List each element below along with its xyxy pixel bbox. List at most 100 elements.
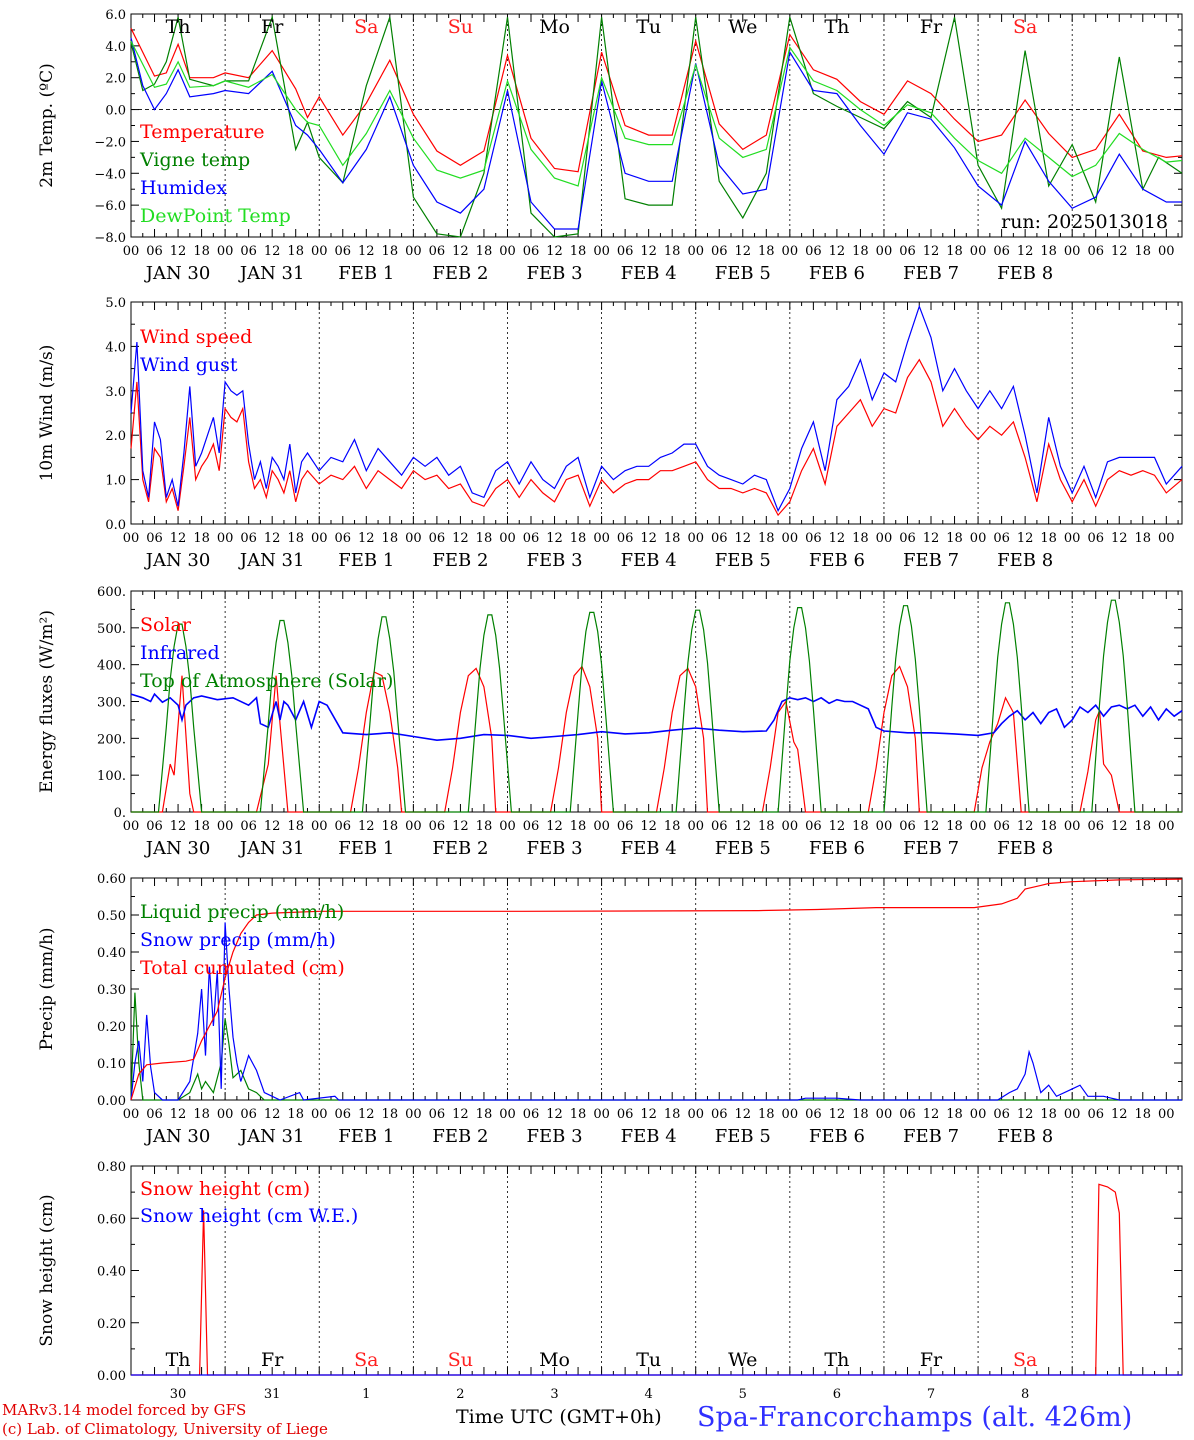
x-hour-label: 06 (711, 531, 728, 546)
y-tick-label: 1.0 (105, 474, 126, 489)
x-hour-label: 12 (546, 1107, 563, 1122)
series-line-wind-speed (130, 358, 1183, 517)
x-hour-label: 18 (758, 819, 775, 834)
y-tick-label: 200. (97, 732, 126, 747)
day-name-bottom: Mo (539, 1349, 570, 1371)
x-hour-label: 06 (146, 531, 163, 546)
x-hour-label: 12 (923, 531, 940, 546)
y-tick-label: 4.0 (105, 340, 126, 355)
legend-entry: Humidex (140, 177, 227, 199)
day-number: 31 (264, 1387, 281, 1402)
panel-5 (130, 1165, 1183, 1376)
series-line-wind-gust (130, 304, 1183, 513)
x-hour-label: 18 (193, 819, 210, 834)
x-hour-label: 18 (287, 1107, 304, 1122)
x-hour-label: 18 (1135, 531, 1152, 546)
x-hour-label: 12 (358, 531, 375, 546)
x-hour-label: 12 (452, 244, 469, 259)
day-number: 7 (927, 1387, 935, 1402)
x-hour-label: 12 (358, 819, 375, 834)
x-hour-label: 06 (1087, 531, 1104, 546)
x-hour-label: 12 (170, 819, 187, 834)
x-date-label: FEB 4 (621, 1126, 677, 1147)
series-line-solar (131, 665, 1182, 813)
x-hour-label: 00 (405, 531, 422, 546)
x-hour-label: 06 (523, 819, 540, 834)
x-date-label: FEB 5 (715, 550, 771, 571)
x-hour-label: 00 (970, 244, 987, 259)
x-hour-label: 00 (123, 1107, 140, 1122)
day-number: 4 (645, 1387, 653, 1402)
x-date-label: FEB 7 (903, 263, 959, 284)
x-hour-label: 18 (476, 531, 493, 546)
legend-entry: Snow height (cm W.E.) (140, 1205, 358, 1227)
x-date-label: FEB 4 (621, 550, 677, 571)
y-tick-label: 0.0 (105, 518, 126, 533)
x-hour-label: 18 (852, 819, 869, 834)
legend-entry: Wind gust (140, 354, 238, 376)
x-hour-label: 00 (876, 819, 893, 834)
x-date-label: FEB 2 (432, 1126, 488, 1147)
x-date-label: JAN 31 (238, 550, 305, 571)
x-hour-label: 06 (240, 1107, 257, 1122)
x-hour-label: 00 (593, 1107, 610, 1122)
day-number: 2 (456, 1387, 464, 1402)
x-hour-label: 18 (852, 244, 869, 259)
x-hour-label: 18 (193, 531, 210, 546)
y-axis-title: Precip (mm/h) (37, 927, 57, 1050)
day-name-top: We (728, 16, 757, 38)
x-hour-label: 12 (546, 819, 563, 834)
series-line-snow-precip-mm-h (130, 922, 1182, 1101)
y-tick-label: 100. (97, 769, 126, 784)
x-hour-label: 00 (782, 819, 799, 834)
x-hour-label: 00 (782, 531, 799, 546)
x-date-label: FEB 3 (527, 838, 583, 859)
x-hour-label: 06 (1087, 1107, 1104, 1122)
x-hour-label: 12 (358, 1107, 375, 1122)
x-hour-label: 12 (452, 819, 469, 834)
day-name-bottom: Fr (261, 1349, 284, 1371)
y-tick-label: 5.0 (105, 296, 126, 311)
x-date-label: FEB 1 (338, 1126, 394, 1147)
x-hour-label: 06 (146, 819, 163, 834)
x-hour-label: 12 (1017, 1107, 1034, 1122)
x-hour-label: 06 (1087, 244, 1104, 259)
y-axis-title: Energy fluxes (W/m²) (37, 610, 57, 793)
y-tick-label: 600. (97, 585, 126, 600)
plot-frame (130, 301, 1183, 525)
x-hour-label: 00 (405, 1107, 422, 1122)
x-hour-label: 06 (334, 819, 351, 834)
x-hour-label: 00 (217, 819, 234, 834)
x-hour-label: 00 (1064, 1107, 1081, 1122)
x-hour-label: 12 (923, 1107, 940, 1122)
x-date-label: FEB 1 (338, 263, 394, 284)
y-tick-label: 0.00 (97, 1094, 126, 1109)
x-hour-label: 06 (899, 244, 916, 259)
x-hour-label: 00 (499, 819, 516, 834)
x-hour-label: 00 (593, 244, 610, 259)
x-hour-label: 00 (1158, 531, 1175, 546)
x-hour-label: 12 (829, 819, 846, 834)
x-hour-label: 12 (1111, 819, 1128, 834)
plot-frame (130, 590, 1183, 813)
x-hour-label: 18 (193, 1107, 210, 1122)
day-name-top: Fr (261, 16, 284, 38)
time-axis-title: Time UTC (GMT+0h) (456, 1406, 662, 1428)
x-date-label: FEB 6 (809, 263, 865, 284)
series-line-infrared (130, 692, 1183, 742)
legend-entry: Wind speed (140, 326, 252, 348)
x-date-label: FEB 3 (527, 550, 583, 571)
y-tick-label: −2.0 (94, 135, 126, 150)
day-number: 1 (362, 1387, 370, 1402)
x-hour-label: 06 (993, 244, 1010, 259)
x-hour-label: 12 (735, 244, 752, 259)
legend-entry: Total cumulated (cm) (140, 957, 345, 979)
x-hour-label: 06 (899, 819, 916, 834)
x-hour-label: 00 (782, 1107, 799, 1122)
x-hour-label: 18 (664, 1107, 681, 1122)
x-hour-label: 18 (476, 244, 493, 259)
legend-entry: DewPoint Temp (140, 205, 291, 227)
x-date-label: JAN 31 (238, 263, 305, 284)
x-hour-label: 18 (1040, 819, 1057, 834)
x-hour-label: 06 (805, 1107, 822, 1122)
